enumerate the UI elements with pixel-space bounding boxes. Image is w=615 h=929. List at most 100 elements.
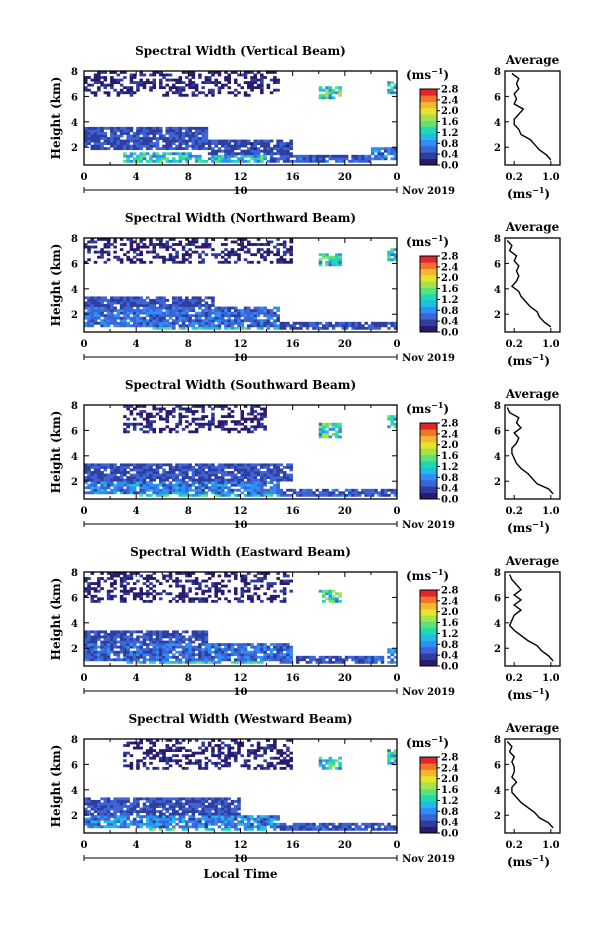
heatmap-cell <box>178 579 183 583</box>
heatmap-cell <box>84 134 88 138</box>
heatmap-cell <box>152 810 157 813</box>
heatmap-cell <box>188 306 192 310</box>
heatmap-cell <box>97 473 101 477</box>
heatmap-cell <box>126 304 130 307</box>
heatmap-cell <box>247 572 251 575</box>
heatmap-cell <box>220 427 225 431</box>
heatmap-cell <box>123 154 127 158</box>
heatmap-cell <box>250 321 254 325</box>
heatmap-cell <box>162 321 166 325</box>
heatmap-cell <box>233 592 238 596</box>
heatmap-cell <box>181 810 186 813</box>
heatmap-cell <box>276 488 280 492</box>
heatmap-cell <box>240 587 245 591</box>
heatmap-cell <box>178 764 183 768</box>
heatmap-cell <box>152 81 157 85</box>
heatmap-cell <box>191 243 196 246</box>
heatmap-cell <box>191 93 196 97</box>
heatmap-cell <box>84 301 88 305</box>
heatmap-cell <box>289 463 293 467</box>
heatmap-cell <box>100 805 104 808</box>
heatmap-cell <box>181 584 186 588</box>
heatmap-cell <box>97 817 101 821</box>
heatmap-cell <box>145 825 150 829</box>
heatmap-cell <box>224 420 228 424</box>
heatmap-cell <box>126 157 130 161</box>
heatmap-cell <box>191 579 196 583</box>
heatmap-cell <box>178 81 183 85</box>
heatmap-cell <box>155 296 160 300</box>
heatmap-cell <box>84 76 88 79</box>
heatmap-cell <box>93 298 98 302</box>
heatmap-cell <box>158 817 163 821</box>
heatmap-cell <box>227 260 232 264</box>
heatmap-cell <box>113 579 117 583</box>
heatmap-cell <box>87 491 91 495</box>
heatmap-cell <box>87 645 91 649</box>
heatmap-cell <box>100 131 104 135</box>
heatmap-cell <box>338 430 342 434</box>
heatmap-cell <box>132 741 137 745</box>
heatmap-cell <box>126 147 130 151</box>
heatmap-cell <box>322 592 326 596</box>
heatmap-cell <box>145 471 150 474</box>
heatmap-cell <box>142 481 147 485</box>
heatmap-cell <box>253 86 258 90</box>
heatmap-cell <box>87 592 91 596</box>
heatmap-cell <box>188 154 192 158</box>
heatmap-cell <box>106 805 111 808</box>
heatmap-cell <box>217 643 222 646</box>
heatmap-cell <box>357 493 362 497</box>
heatmap-cell <box>185 827 189 831</box>
heatmap-cell <box>204 415 209 419</box>
heatmap-cell <box>168 245 173 249</box>
heatmap-cell <box>149 129 153 133</box>
heatmap-cell <box>103 632 108 636</box>
heatmap-cell <box>240 149 245 153</box>
heatmap-cell <box>162 805 166 808</box>
heatmap-cell <box>178 314 183 318</box>
y-tick-label: 4 <box>71 118 78 129</box>
profile-line <box>511 72 552 161</box>
heatmap-cell <box>129 483 134 487</box>
heatmap-cell <box>106 820 111 824</box>
heatmap-cell <box>145 476 150 479</box>
heatmap-cell <box>286 574 290 578</box>
heatmap-cell <box>338 594 342 598</box>
heatmap-cell <box>145 81 150 85</box>
heatmap-cell <box>162 822 166 826</box>
heatmap-cell <box>103 478 108 482</box>
heatmap-cell <box>119 324 124 328</box>
heatmap-cell <box>188 574 192 578</box>
heatmap-cell <box>233 316 238 320</box>
heatmap-cell <box>175 88 179 92</box>
heatmap-cell <box>113 643 117 646</box>
heatmap-cell <box>123 754 127 758</box>
heatmap-cell <box>181 157 186 161</box>
heatmap-cell <box>142 483 147 487</box>
heatmap-cell <box>162 751 166 755</box>
heatmap-cell <box>185 154 189 158</box>
heatmap-cell <box>269 481 274 485</box>
heatmap-cell <box>172 301 176 305</box>
heatmap-cell <box>175 425 179 429</box>
heatmap-cell <box>168 574 173 578</box>
heatmap-cell <box>380 658 385 662</box>
heatmap-cell <box>214 159 218 163</box>
heatmap-cell <box>250 76 254 79</box>
heatmap-cell <box>191 144 196 148</box>
heatmap-cell <box>90 822 95 826</box>
heatmap-cell <box>145 134 150 138</box>
heatmap-cell <box>149 574 153 578</box>
heatmap-cell <box>380 157 385 161</box>
heatmap-cell <box>132 802 137 806</box>
heatmap-cell <box>191 797 196 801</box>
heatmap-cell <box>185 420 189 424</box>
heatmap-cell <box>201 643 205 646</box>
heatmap-cell <box>90 473 95 477</box>
heatmap-cell <box>201 463 205 467</box>
heatmap-cell <box>302 491 307 495</box>
heatmap-cell <box>308 324 313 328</box>
heatmap-cell <box>136 314 140 318</box>
heatmap-cell <box>247 430 251 434</box>
